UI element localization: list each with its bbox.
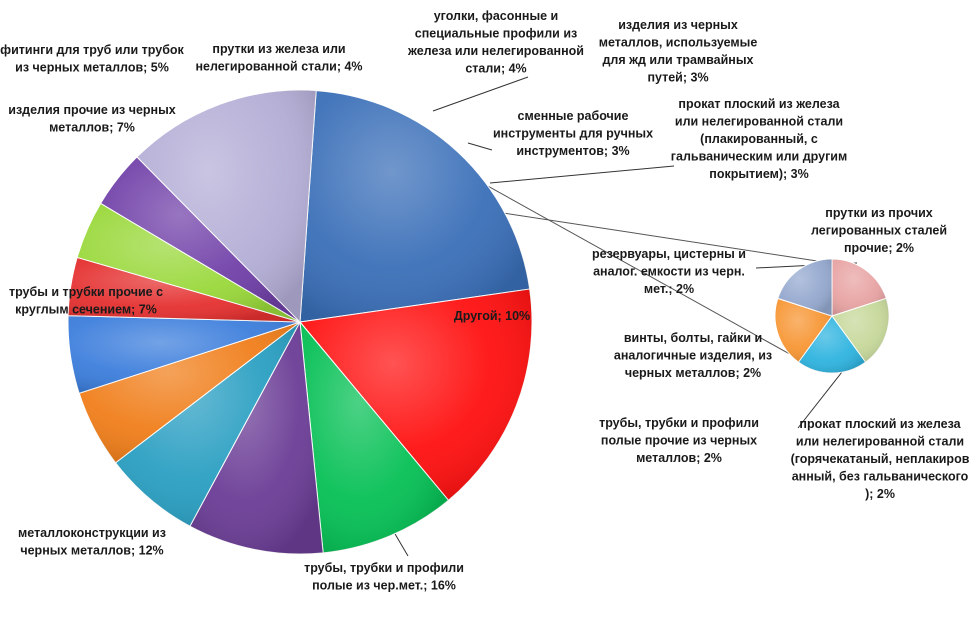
main-pie-slice-shade-3 [189, 322, 324, 554]
data-label-line: нелегированной стали; 4% [195, 60, 362, 74]
data-label-line: Другой; 10% [454, 309, 530, 323]
leader-line-2 [467, 142, 493, 151]
data-label-line: полые прочие из черных [601, 434, 757, 448]
data-label-line: из черных металлов; 5% [15, 61, 169, 75]
data-label-2: трубы и трубки прочие с круглым сечением;… [9, 285, 163, 317]
data-label-7: изделия из черных металлов, используемые д… [599, 18, 758, 85]
data-label-15: прокат плоский из железа или нелегированн… [791, 417, 970, 501]
data-label-line: (горячекатаный, неплакиров [791, 452, 970, 466]
data-label-line: винты, болты, гайки и [624, 331, 762, 345]
leader-line-3 [489, 165, 675, 184]
data-label-line: фитинги для труб или трубок [0, 43, 184, 57]
main-pie-slice-shade-6 [68, 315, 300, 394]
data-label-9: прокат плоский из железа или нелегированн… [671, 97, 847, 181]
data-label-line: черных металлов; 12% [20, 544, 163, 558]
data-label-14: трубы, трубки и профили полые прочие из ч… [599, 416, 759, 465]
data-label-line: для жд или трамвайных [603, 53, 754, 67]
data-label-5: прутки из железа или нелегированной стали… [195, 42, 362, 74]
data-label-line: сменные рабочие [518, 109, 629, 123]
data-label-line: прочие; 2% [844, 241, 914, 255]
data-label-line: уголки, фасонные и [434, 9, 559, 23]
data-label-line: специальные профили из [415, 27, 578, 41]
data-label-line: прокат плоский из железа [678, 97, 840, 111]
data-label-line: трубы и трубки прочие с [9, 285, 163, 299]
data-label-line: полые из чер.мет.; 16% [312, 579, 456, 593]
data-label-11: прутки из прочих легированных сталей прочи… [811, 206, 947, 255]
main-pie-slice-shade-5 [79, 322, 300, 463]
data-label-line: аналогичные изделия, из [614, 349, 772, 363]
secondary-pie-slice-shade-3 [775, 298, 832, 363]
data-label-10: Другой; 10% [454, 309, 530, 323]
secondary-pie-slice-shade-2 [798, 316, 866, 373]
data-label-line: трубы, трубки и профили [599, 416, 759, 430]
leader-line-1 [432, 76, 529, 112]
data-label-line: мет.; 2% [644, 282, 694, 296]
data-label-line: изделия прочие из черных [8, 103, 175, 117]
data-label-line: или нелегированной стали [796, 435, 964, 449]
data-label-line: ); 2% [865, 487, 895, 501]
secondary-pie-slice-shade-0 [832, 259, 887, 316]
main-pie-slice-shade-10 [136, 90, 317, 323]
data-label-line: легированных сталей [811, 224, 947, 238]
data-label-line: металлов; 2% [636, 451, 722, 465]
data-label-line: (плакированный, с [700, 132, 818, 146]
data-label-line: железа или нелегированной [407, 44, 584, 58]
data-label-line: или нелегированной стали [675, 115, 843, 129]
data-label-line: инструменты для ручных [493, 127, 653, 141]
data-label-line: круглым сечением; 7% [15, 303, 157, 317]
data-label-line: резервуары, цистерны и [592, 247, 746, 261]
data-label-line: гальваническим или другим [671, 150, 847, 164]
main-pie-slice-shade-1 [300, 289, 532, 501]
secondary-pie-slice-shade-1 [832, 298, 889, 363]
data-label-line: изделия из черных [618, 18, 738, 32]
data-label-line: прокат плоский из железа [799, 417, 961, 431]
main-pie-slice-shade-7 [68, 257, 300, 322]
data-label-6: уголки, фасонные и специальные профили из… [407, 9, 584, 76]
data-labels: трубы, трубки и профили полые из чер.мет.… [0, 9, 970, 593]
main-pie-slice-shade-2 [300, 322, 449, 553]
main-pie-slice-shade-9 [100, 156, 300, 322]
data-label-line: металлоконструкции из [18, 526, 166, 540]
main-pie-slice-shade-4 [115, 322, 300, 527]
secondary-pie [774, 258, 890, 374]
data-label-line: покрытием); 3% [709, 167, 808, 181]
data-label-3: изделия прочие из черных металлов; 7% [8, 103, 175, 135]
data-label-line: аналог. емкости из черн. [593, 265, 745, 279]
data-label-12: резервуары, цистерны и аналог. емкости из… [592, 247, 746, 296]
data-label-line: металлов, используемые [599, 36, 758, 50]
data-label-4: фитинги для труб или трубок из черных мет… [0, 43, 184, 75]
data-label-line: металлов; 7% [49, 121, 135, 135]
data-label-line: инструментов; 3% [516, 144, 629, 158]
main-pie-slice-shade-0 [300, 90, 530, 322]
data-label-8: сменные рабочие инструменты для ручных инс… [493, 109, 653, 158]
main-pie-slice-shade-8 [77, 203, 300, 322]
main-pie [67, 89, 533, 555]
data-label-line: трубы, трубки и профили [304, 561, 464, 575]
data-label-line: прутки из прочих [825, 206, 932, 220]
data-label-line: прутки из железа или [212, 42, 345, 56]
data-label-13: винты, болты, гайки и аналогичные изделия… [614, 331, 772, 380]
secondary-pie-slice-shade-4 [777, 259, 832, 316]
data-label-0: трубы, трубки и профили полые из чер.мет.… [304, 561, 464, 593]
data-label-line: путей; 3% [647, 71, 708, 85]
data-label-line: стали; 4% [465, 62, 526, 76]
data-label-1: металлоконструкции из черных металлов; 12… [18, 526, 166, 558]
leader-line-5 [797, 371, 843, 429]
data-label-line: черных металлов; 2% [625, 366, 761, 380]
data-label-line: анный, без гальванического [792, 470, 969, 484]
